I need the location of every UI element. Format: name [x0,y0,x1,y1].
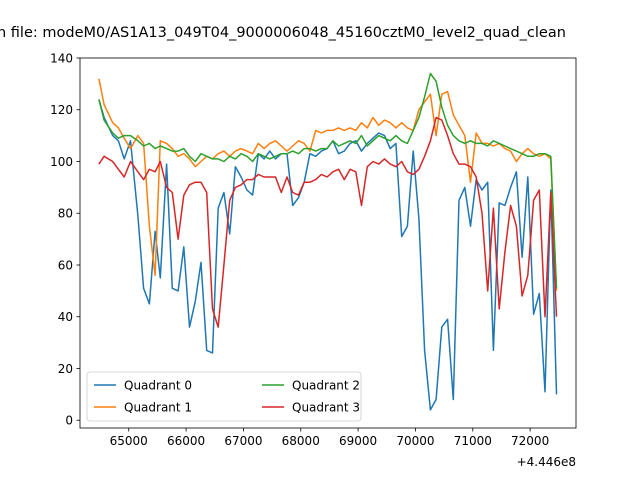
series-line-quadrant-2 [98,72,558,289]
x-tick-label: 72000 [511,434,549,448]
y-tick-label: 60 [58,258,73,272]
y-tick-label: 80 [58,207,73,221]
y-tick-label: 100 [50,155,73,169]
y-tick-label: 0 [65,414,73,428]
legend-label-quadrant-3: Quadrant 3 [292,401,360,415]
legend: Quadrant 0 Quadrant 1 Quadrant 2 Quadrant 3 [86,371,362,422]
legend-label-quadrant-1: Quadrant 1 [124,401,192,415]
y-tick-label: 120 [50,103,73,117]
y-axis: 0 20 40 60 80 100 120 140 [50,51,80,428]
series-line-quadrant-3 [98,116,558,328]
legend-label-quadrant-0: Quadrant 0 [124,379,192,393]
legend-label-quadrant-2: Quadrant 2 [292,379,360,393]
x-axis: 65000 66000 67000 68000 69000 70000 71000 72000 [110,428,549,448]
x-tick-label: 67000 [224,434,262,448]
y-tick-label: 140 [50,51,73,65]
plot-lines [98,72,558,411]
x-tick-label: 70000 [396,434,434,448]
x-tick-label: 66000 [167,434,205,448]
legend-box [86,371,362,422]
y-tick-label: 20 [58,362,73,376]
plot-frame [79,57,577,429]
series-line-quadrant-1 [98,78,558,291]
x-tick-label: 65000 [110,434,148,448]
x-axis-offset-label: +4.446e8 [517,455,576,469]
chart-title: n file: modeM0/AS1A13_049T04_9000006048_… [0,25,566,41]
x-tick-label: 69000 [339,434,377,448]
x-tick-label: 71000 [454,434,492,448]
y-tick-label: 40 [58,310,73,324]
x-tick-label: 68000 [282,434,320,448]
